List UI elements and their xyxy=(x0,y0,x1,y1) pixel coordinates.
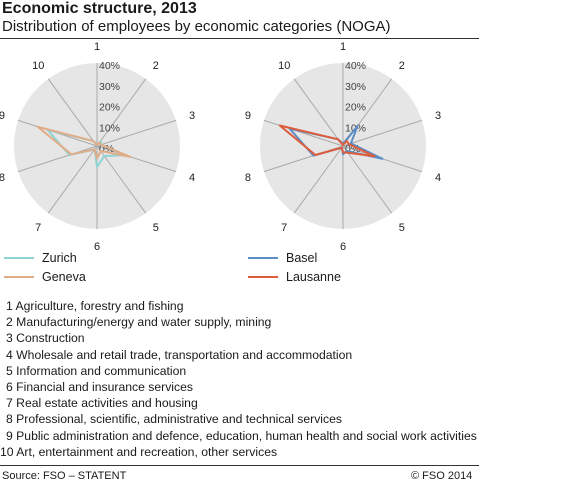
legend-swatch-zurich xyxy=(4,257,34,259)
category-note: 1 Agriculture, forestry and fishing xyxy=(6,299,184,313)
legend-label-lausanne: Lausanne xyxy=(286,270,341,284)
radial-tick-label: 10% xyxy=(99,122,120,134)
series-line-geneva xyxy=(36,125,132,160)
axis-label: 9 xyxy=(0,110,5,122)
axis-label: 4 xyxy=(435,172,441,184)
legend-item-geneva: Geneva xyxy=(4,270,86,284)
radar-spoke xyxy=(96,145,177,173)
category-note: 6 Financial and insurance services xyxy=(6,380,193,395)
axis-label: 2 xyxy=(153,60,159,72)
radar-spoke xyxy=(293,145,344,214)
legend-label-zurich: Zurich xyxy=(42,251,77,265)
legend-swatch-lausanne xyxy=(248,276,278,278)
chart-title: Economic structure, 2013 xyxy=(2,0,197,17)
radar-spoke xyxy=(342,119,423,147)
radar-spoke xyxy=(342,145,393,214)
axis-label: 10 xyxy=(278,60,290,72)
radar-spoke xyxy=(96,119,177,147)
axis-label: 9 xyxy=(245,110,251,122)
radar-spoke xyxy=(47,78,98,147)
category-note: 9 Public administration and defence, edu… xyxy=(6,428,477,443)
copyright-text: © FSO 2014 xyxy=(411,470,473,482)
legend-item-basel: Basel xyxy=(248,251,317,265)
axis-label: 1 xyxy=(94,41,100,53)
axis-label: 1 xyxy=(340,41,346,53)
radial-tick-label: 40% xyxy=(345,60,366,72)
category-note: 5 Information and communication xyxy=(6,363,187,378)
radial-tick-label: 30% xyxy=(99,81,120,93)
legend-label-geneva: Geneva xyxy=(42,270,86,284)
series-line-lausanne xyxy=(278,124,376,158)
category-note: 10 Art, entertainment and recreation, ot… xyxy=(0,444,278,459)
radar-spoke xyxy=(17,145,98,173)
axis-label: 3 xyxy=(189,110,195,122)
legend-swatch-basel xyxy=(248,257,278,259)
category-notes: 1 Agriculture, forestry and fishing 2 Ma… xyxy=(0,298,477,460)
axis-label: 8 xyxy=(245,172,251,184)
legend-label-basel: Basel xyxy=(286,251,318,265)
footer-rule xyxy=(0,465,479,466)
radial-tick-label: 20% xyxy=(345,102,366,114)
axis-label: 5 xyxy=(153,222,159,234)
category-note: 3 Construction xyxy=(6,331,85,346)
axis-label: 5 xyxy=(399,222,405,234)
chart-subtitle: Distribution of employees by economic ca… xyxy=(2,18,391,35)
legend-item-zurich: Zurich xyxy=(4,251,77,265)
source-text: Source: FSO – STATENT xyxy=(2,470,127,482)
radial-tick-label: 20% xyxy=(99,102,120,114)
radial-tick-label: 40% xyxy=(99,60,120,72)
radar-spoke xyxy=(96,145,147,214)
radar-spoke xyxy=(47,145,98,214)
axis-label: 3 xyxy=(435,110,441,122)
axis-label: 6 xyxy=(94,241,100,253)
radar-spoke xyxy=(293,78,344,147)
axis-label: 4 xyxy=(189,172,195,184)
category-note: 7 Real estate activities and housing xyxy=(6,396,198,411)
radar-spoke xyxy=(96,78,147,147)
header-rule xyxy=(0,38,479,39)
legend-item-lausanne: Lausanne xyxy=(248,270,341,284)
axis-label: 7 xyxy=(281,222,287,234)
axis-label: 10 xyxy=(32,60,44,72)
radar-spoke xyxy=(263,119,344,147)
radar-charts: 123456789100%10%20%30%40%123456789100%10… xyxy=(0,41,441,253)
category-note: 8 Professional, scientific, administrati… xyxy=(6,412,342,427)
axis-label: 6 xyxy=(340,241,346,253)
category-note: 4 Wholesale and retail trade, transporta… xyxy=(6,347,353,362)
axis-label: 7 xyxy=(35,222,41,234)
category-note: 2 Manufacturing/energy and water supply,… xyxy=(6,315,272,330)
legend-swatch-geneva xyxy=(4,276,34,278)
axis-label: 2 xyxy=(399,60,405,72)
axis-label: 8 xyxy=(0,172,5,184)
radial-tick-label: 30% xyxy=(345,81,366,93)
